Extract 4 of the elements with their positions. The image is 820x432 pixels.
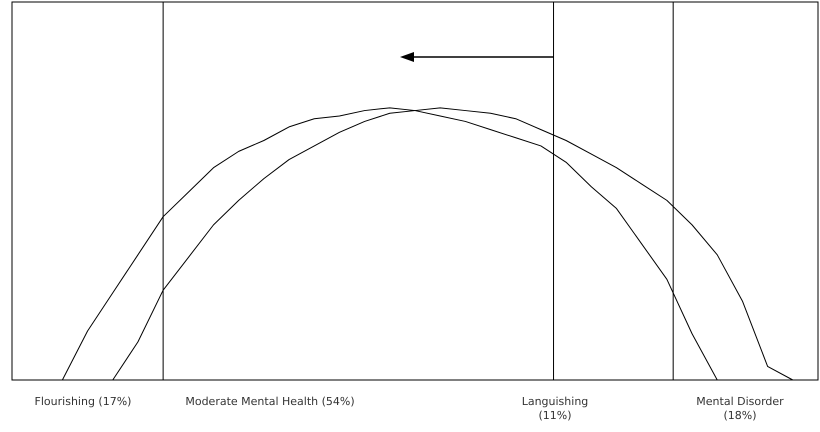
text: Languishing (11%) [522, 395, 588, 422]
text: Moderate Mental Health (54%) [185, 395, 355, 408]
text: Mental Disorder (18%) [696, 395, 784, 422]
text: Flourishing (17%) [34, 395, 132, 408]
